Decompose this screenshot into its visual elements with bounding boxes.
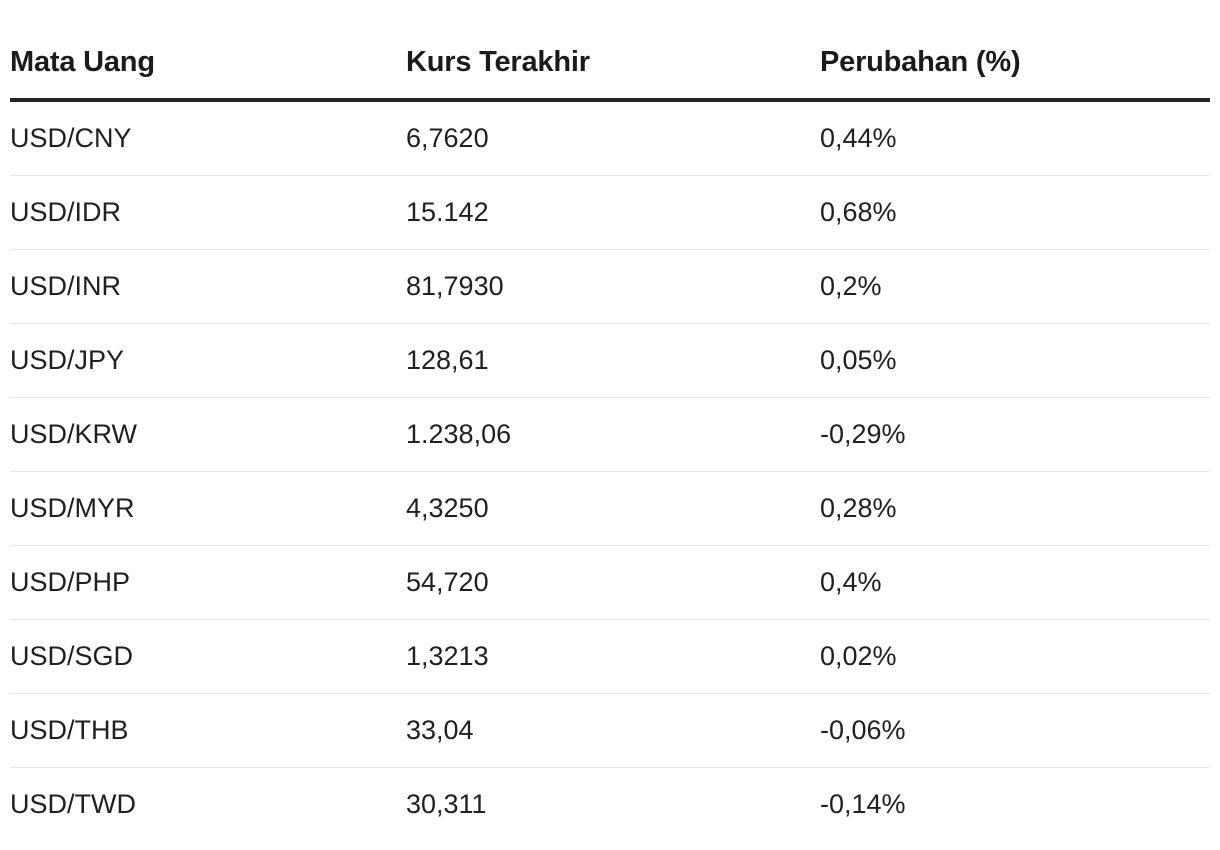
table-row: USD/INR 81,7930 0,2% <box>10 249 1210 324</box>
change-percent-cell: -0,06% <box>820 693 1210 768</box>
column-header-currency: Mata Uang <box>10 26 406 102</box>
column-header-last-rate: Kurs Terakhir <box>406 26 820 102</box>
currency-pair-cell: USD/IDR <box>10 175 406 250</box>
table-row: USD/CNY 6,7620 0,44% <box>10 100 1210 176</box>
currency-pair-cell: USD/PHP <box>10 545 406 620</box>
last-rate-cell: 33,04 <box>406 693 820 768</box>
currency-pair-cell: USD/INR <box>10 249 406 324</box>
last-rate-cell: 6,7620 <box>406 100 820 176</box>
last-rate-cell: 4,3250 <box>406 471 820 546</box>
table-row: USD/PHP 54,720 0,4% <box>10 545 1210 620</box>
change-percent-cell: 0,02% <box>820 619 1210 694</box>
header-row: Mata Uang Kurs Terakhir Perubahan (%) <box>10 26 1210 102</box>
change-percent-cell: 0,05% <box>820 323 1210 398</box>
change-percent-cell: 0,2% <box>820 249 1210 324</box>
change-percent-cell: 0,4% <box>820 545 1210 620</box>
table-row: USD/THB 33,04 -0,06% <box>10 693 1210 768</box>
currency-pair-cell: USD/THB <box>10 693 406 768</box>
table-row: USD/MYR 4,3250 0,28% <box>10 471 1210 546</box>
currency-pair-cell: USD/JPY <box>10 323 406 398</box>
last-rate-cell: 1,3213 <box>406 619 820 694</box>
last-rate-cell: 128,61 <box>406 323 820 398</box>
last-rate-cell: 54,720 <box>406 545 820 620</box>
currency-pair-cell: USD/CNY <box>10 100 406 176</box>
last-rate-cell: 1.238,06 <box>406 397 820 472</box>
currency-pair-cell: USD/MYR <box>10 471 406 546</box>
currency-pair-cell: USD/SGD <box>10 619 406 694</box>
table-row: USD/SGD 1,3213 0,02% <box>10 619 1210 694</box>
table-row: USD/KRW 1.238,06 -0,29% <box>10 397 1210 472</box>
change-percent-cell: -0,29% <box>820 397 1210 472</box>
table-row: USD/IDR 15.142 0,68% <box>10 175 1210 250</box>
exchange-rate-table-container: Mata Uang Kurs Terakhir Perubahan (%) US… <box>10 26 1210 841</box>
change-percent-cell: -0,14% <box>820 789 906 819</box>
table-row: USD/JPY 128,61 0,05% <box>10 323 1210 398</box>
last-rate-cell: 15.142 <box>406 175 820 250</box>
currency-pair-cell: USD/KRW <box>10 397 406 472</box>
change-percent-cell: 0,28% <box>820 471 1210 546</box>
change-percent-cell: 0,68% <box>820 175 1210 250</box>
column-header-change-percent: Perubahan (%) <box>820 26 1210 102</box>
exchange-rate-table: Mata Uang Kurs Terakhir Perubahan (%) US… <box>10 26 1210 841</box>
table-body: USD/CNY 6,7620 0,44% USD/IDR 15.142 0,68… <box>10 100 1210 841</box>
currency-pair-cell: USD/TWD <box>10 789 136 819</box>
last-rate-cell: 81,7930 <box>406 249 820 324</box>
table-header: Mata Uang Kurs Terakhir Perubahan (%) <box>10 26 1210 102</box>
last-rate-cell: 30,311 <box>406 789 487 819</box>
change-percent-cell: 0,44% <box>820 100 1210 176</box>
table-row: USD/TWD 30,311 -0,14% <box>10 768 1210 842</box>
